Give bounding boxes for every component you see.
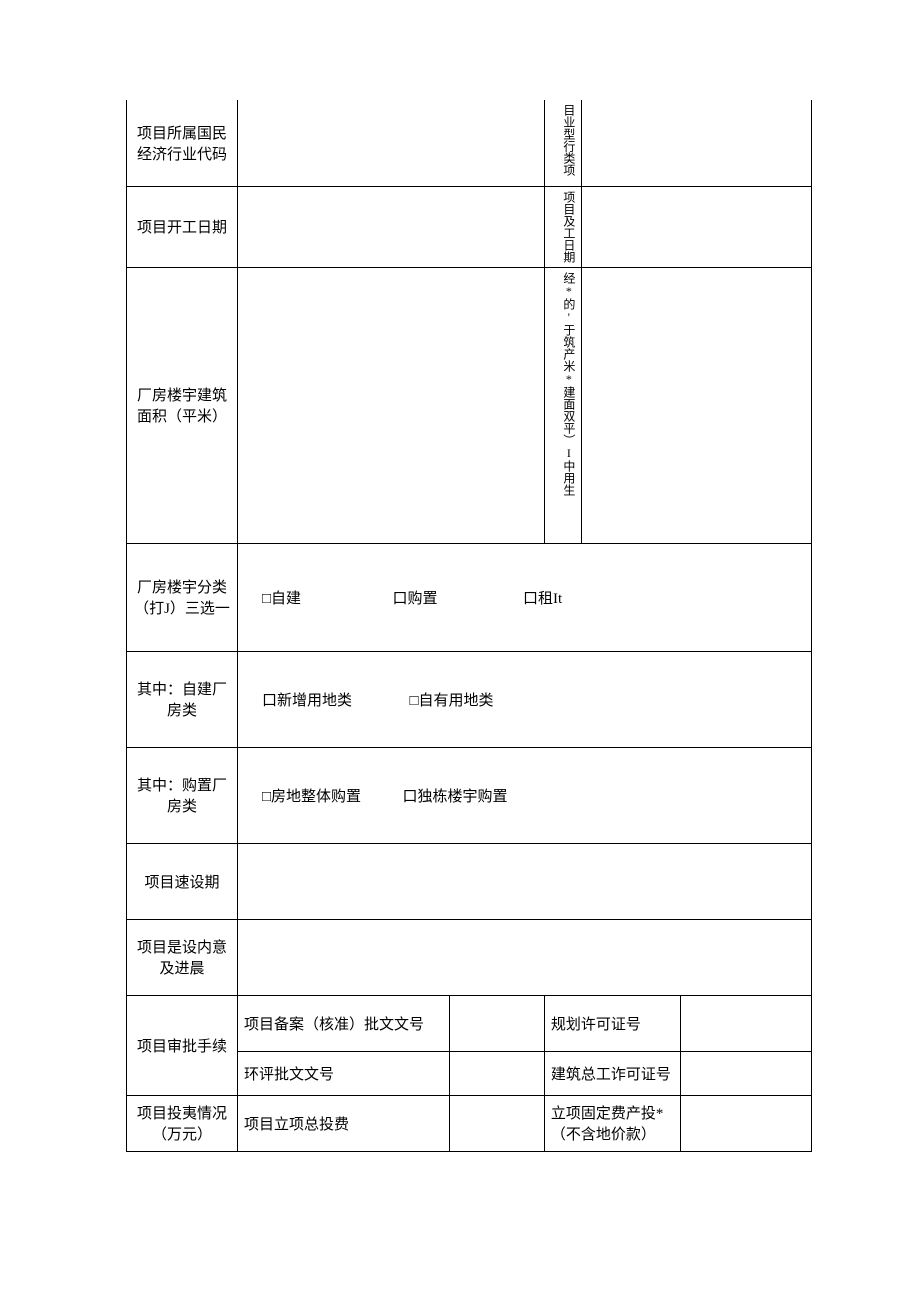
field-self-build[interactable]: 口新增用地类 □自有用地类 <box>237 651 811 747</box>
field-classify[interactable]: □自建 口购置 口租It <box>237 543 811 651</box>
label-approval-c: 环评批文文号 <box>237 1051 449 1095</box>
field-start-date[interactable] <box>237 186 544 267</box>
field-invest-b[interactable] <box>681 1095 812 1151</box>
label-floor-area-v: 经*的'于筑产米*建面双平）I中用生 <box>544 267 581 543</box>
field-intent[interactable] <box>237 919 811 995</box>
label-purchase: 其中：购置厂房类 <box>127 747 238 843</box>
label-approval: 项目审批手续 <box>127 995 238 1095</box>
checkbox-self-build[interactable]: □自建 <box>262 591 301 607</box>
label-classify: 厂房楼宇分类（打J）三选一 <box>127 543 238 651</box>
checkbox-purchase[interactable]: 口购置 <box>393 591 438 607</box>
field-speed[interactable] <box>237 843 811 919</box>
label-invest-b: 立项固定费产投*（不含地价款） <box>544 1095 680 1151</box>
label-approval-d: 建筑总工诈可证号 <box>544 1051 680 1095</box>
field-industry-code[interactable] <box>237 100 544 186</box>
checkbox-single-building[interactable]: 口独栋楼宇购置 <box>403 789 508 805</box>
field-approval-c[interactable] <box>450 1051 545 1095</box>
field-approval-b[interactable] <box>681 995 812 1051</box>
field-floor-area-2[interactable] <box>581 267 811 543</box>
form-table: 项目所属国民经济行业代码 目业型行类项 项目开工日期 项目及工日期 厂房楼宇建筑… <box>126 100 812 1152</box>
label-floor-area: 厂房楼宇建筑面积（平米） <box>127 267 238 543</box>
field-approval-d[interactable] <box>681 1051 812 1095</box>
field-floor-area[interactable] <box>237 267 544 543</box>
label-industry-code: 项目所属国民经济行业代码 <box>127 100 238 186</box>
field-invest-a[interactable] <box>450 1095 545 1151</box>
field-purchase[interactable]: □房地整体购置 口独栋楼宇购置 <box>237 747 811 843</box>
checkbox-new-land[interactable]: 口新增用地类 <box>262 693 352 709</box>
label-start-date-v: 项目及工日期 <box>544 186 581 267</box>
field-approval-a[interactable] <box>450 995 545 1051</box>
label-speed: 项目速设期 <box>127 843 238 919</box>
label-industry-code-v: 目业型行类项 <box>544 100 581 186</box>
checkbox-own-land[interactable]: □自有用地类 <box>409 693 493 709</box>
label-invest-a: 项目立项总投费 <box>237 1095 449 1151</box>
label-intent: 项目是设内意及进晨 <box>127 919 238 995</box>
label-approval-a: 项目备案（核准）批文文号 <box>237 995 449 1051</box>
field-industry-code-2[interactable] <box>581 100 811 186</box>
checkbox-rent[interactable]: 口租It <box>523 591 562 607</box>
checkbox-whole-purchase[interactable]: □房地整体购置 <box>262 789 361 805</box>
label-start-date: 项目开工日期 <box>127 186 238 267</box>
label-approval-b: 规划许可证号 <box>544 995 680 1051</box>
label-self-build: 其中：自建厂房类 <box>127 651 238 747</box>
label-invest: 项目投夷情况（万元） <box>127 1095 238 1151</box>
field-start-date-2[interactable] <box>581 186 811 267</box>
